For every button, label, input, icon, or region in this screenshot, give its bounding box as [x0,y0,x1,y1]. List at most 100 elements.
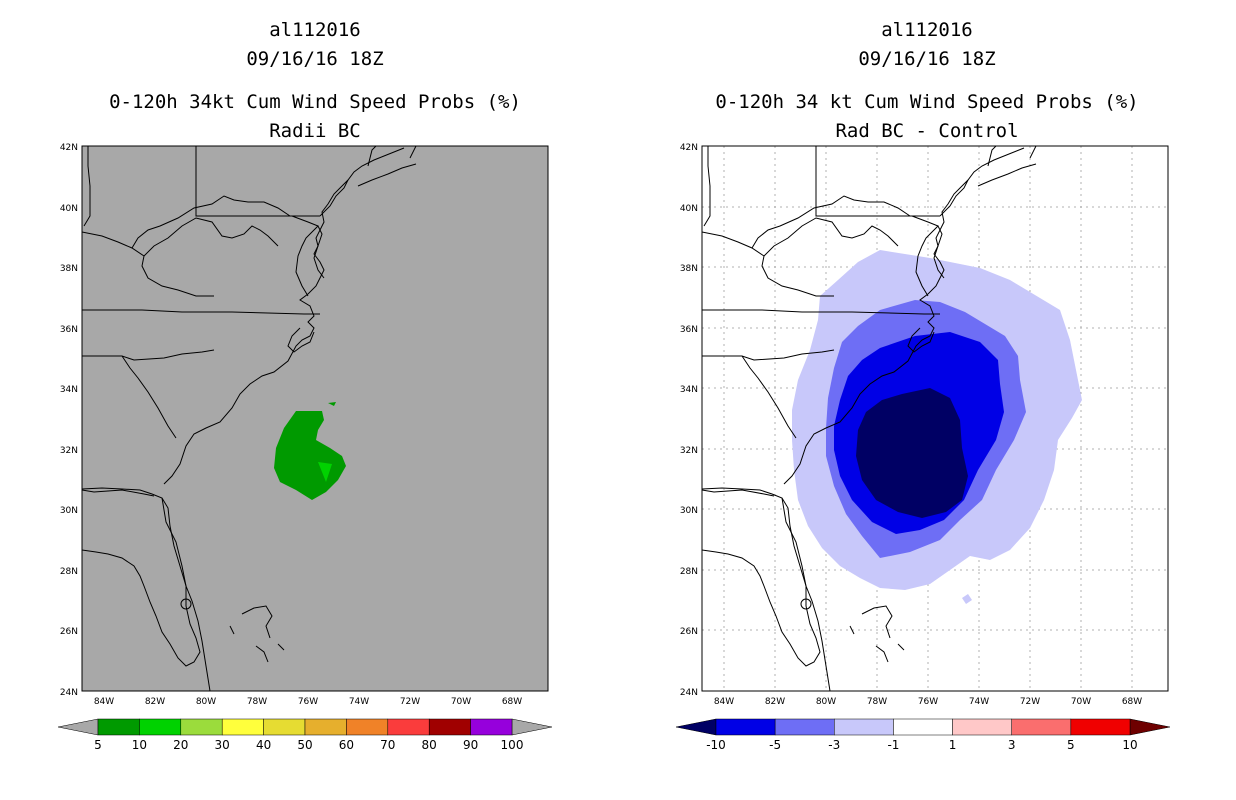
right-lat-label: 24N [680,688,698,698]
left-lat-label: 30N [60,506,78,516]
right-lon-label: 68W [1122,697,1142,707]
left-colorbar-swatch [428,718,471,736]
left-lat-label: 28N [60,567,78,577]
left-datetime: 09/16/16 18Z [246,48,384,70]
right-subtitle: Rad BC - Control [835,120,1019,142]
right-colorbar-swatch [893,718,953,736]
left-lat-label: 32N [60,446,78,456]
left-lon-label: 80W [196,697,216,707]
right-lon-label: 72W [1020,697,1040,707]
left-colorbar-swatch [97,718,140,736]
right-storm-id: al112016 [881,19,973,41]
left-colorbar-underflow-triangle [57,718,99,736]
right-lon-label: 78W [867,697,887,707]
left-prob-fill-10pct [318,462,332,482]
right-colorbar-swatch [1070,718,1131,736]
right-diff-fill-small [962,594,972,604]
right-lon-label: 76W [918,697,938,707]
right-colorbar-label: 10 [1122,738,1137,752]
right-lat-label: 30N [680,506,698,516]
left-subtitle: Radii BC [269,120,361,142]
left-colorbar: 5 10 20 30 40 50 60 70 80 90 100 [57,718,553,752]
right-datetime: 09/16/16 18Z [858,48,996,70]
right-lon-label: 82W [765,697,785,707]
left-colorbar-label: 20 [173,738,188,752]
left-colorbar-swatch [139,718,182,736]
right-title: 0-120h 34 kt Cum Wind Speed Probs (%) [715,91,1139,113]
left-colorbar-swatch [387,718,430,736]
left-lat-label: 36N [60,325,78,335]
right-colorbar-label: -5 [769,738,781,752]
left-lon-label: 82W [145,697,165,707]
right-lat-label: 40N [680,204,698,214]
left-lon-labels: 84W 82W 80W 78W 76W 74W 72W 70W 68W [94,697,522,707]
right-colorbar-label: 5 [1067,738,1075,752]
right-lat-label: 42N [680,143,698,153]
left-lon-label: 84W [94,697,114,707]
right-lat-label: 36N [680,325,698,335]
left-lat-label: 24N [60,688,78,698]
right-lat-labels: 42N 40N 38N 36N 34N 32N 30N 28N 26N 24N [680,143,698,698]
left-lat-labels: 42N 40N 38N 36N 34N 32N 30N 28N 26N 24N [60,143,78,698]
left-colorbar-label: 30 [215,738,230,752]
left-colorbar-label: 10 [132,738,147,752]
right-map-frame [701,145,1169,692]
right-lat-label: 32N [680,446,698,456]
right-colorbar-label: -3 [828,738,840,752]
left-lon-label: 70W [451,697,471,707]
right-lon-label: 70W [1071,697,1091,707]
left-colorbar-swatch [180,718,223,736]
left-lon-label: 74W [349,697,369,707]
right-colorbar-swatch [952,718,1012,736]
left-lon-label: 78W [247,697,267,707]
right-lon-label: 80W [816,697,836,707]
left-lon-label: 68W [502,697,522,707]
left-colorbar-label: 100 [501,738,524,752]
left-lat-label: 26N [60,627,78,637]
left-lat-label: 40N [60,204,78,214]
right-lon-labels: 84W 82W 80W 78W 76W 74W 72W 70W 68W [714,697,1142,707]
right-colorbar: -10 -5 -3 -1 1 3 5 10 [675,718,1171,752]
right-lon-label: 84W [714,697,734,707]
right-colorbar-swatch [834,718,894,736]
left-lat-label: 38N [60,264,78,274]
left-colorbar-label: 70 [380,738,395,752]
right-diff-fill-level4 [856,388,968,518]
left-colorbar-label: 50 [297,738,312,752]
left-colorbar-label: 80 [422,738,437,752]
left-lat-label: 34N [60,385,78,395]
left-colorbar-swatch [304,718,347,736]
right-colorbar-swatch [715,718,776,736]
left-colorbar-swatch [346,718,389,736]
left-colorbar-label: 90 [463,738,478,752]
left-colorbar-swatch [470,718,513,736]
left-map-frame [81,145,549,692]
right-colorbar-swatch [1011,718,1072,736]
right-lat-label: 26N [680,627,698,637]
left-title: 0-120h 34kt Cum Wind Speed Probs (%) [109,91,521,113]
right-lat-label: 38N [680,264,698,274]
left-colorbar-label: 5 [94,738,102,752]
left-colorbar-label: 60 [339,738,354,752]
right-colorbar-label: 3 [1008,738,1016,752]
right-map-panel [701,145,1169,692]
right-lat-label: 28N [680,567,698,577]
left-lat-label: 42N [60,143,78,153]
left-colorbar-overflow-triangle [511,718,553,736]
left-colorbar-swatch [221,718,264,736]
left-prob-fill-5pct [274,411,346,500]
left-storm-id: al112016 [269,19,361,41]
left-lon-label: 76W [298,697,318,707]
left-map-panel [81,145,549,692]
right-lon-label: 74W [969,697,989,707]
right-colorbar-label: -1 [887,738,899,752]
right-colorbar-label: -10 [706,738,726,752]
left-prob-fill-small [328,402,336,406]
left-colorbar-swatch [263,718,306,736]
right-colorbar-label: 1 [949,738,957,752]
right-colorbar-swatch [774,718,835,736]
right-colorbar-overflow-triangle [1129,718,1171,736]
left-lon-label: 72W [400,697,420,707]
left-colorbar-label: 40 [256,738,271,752]
